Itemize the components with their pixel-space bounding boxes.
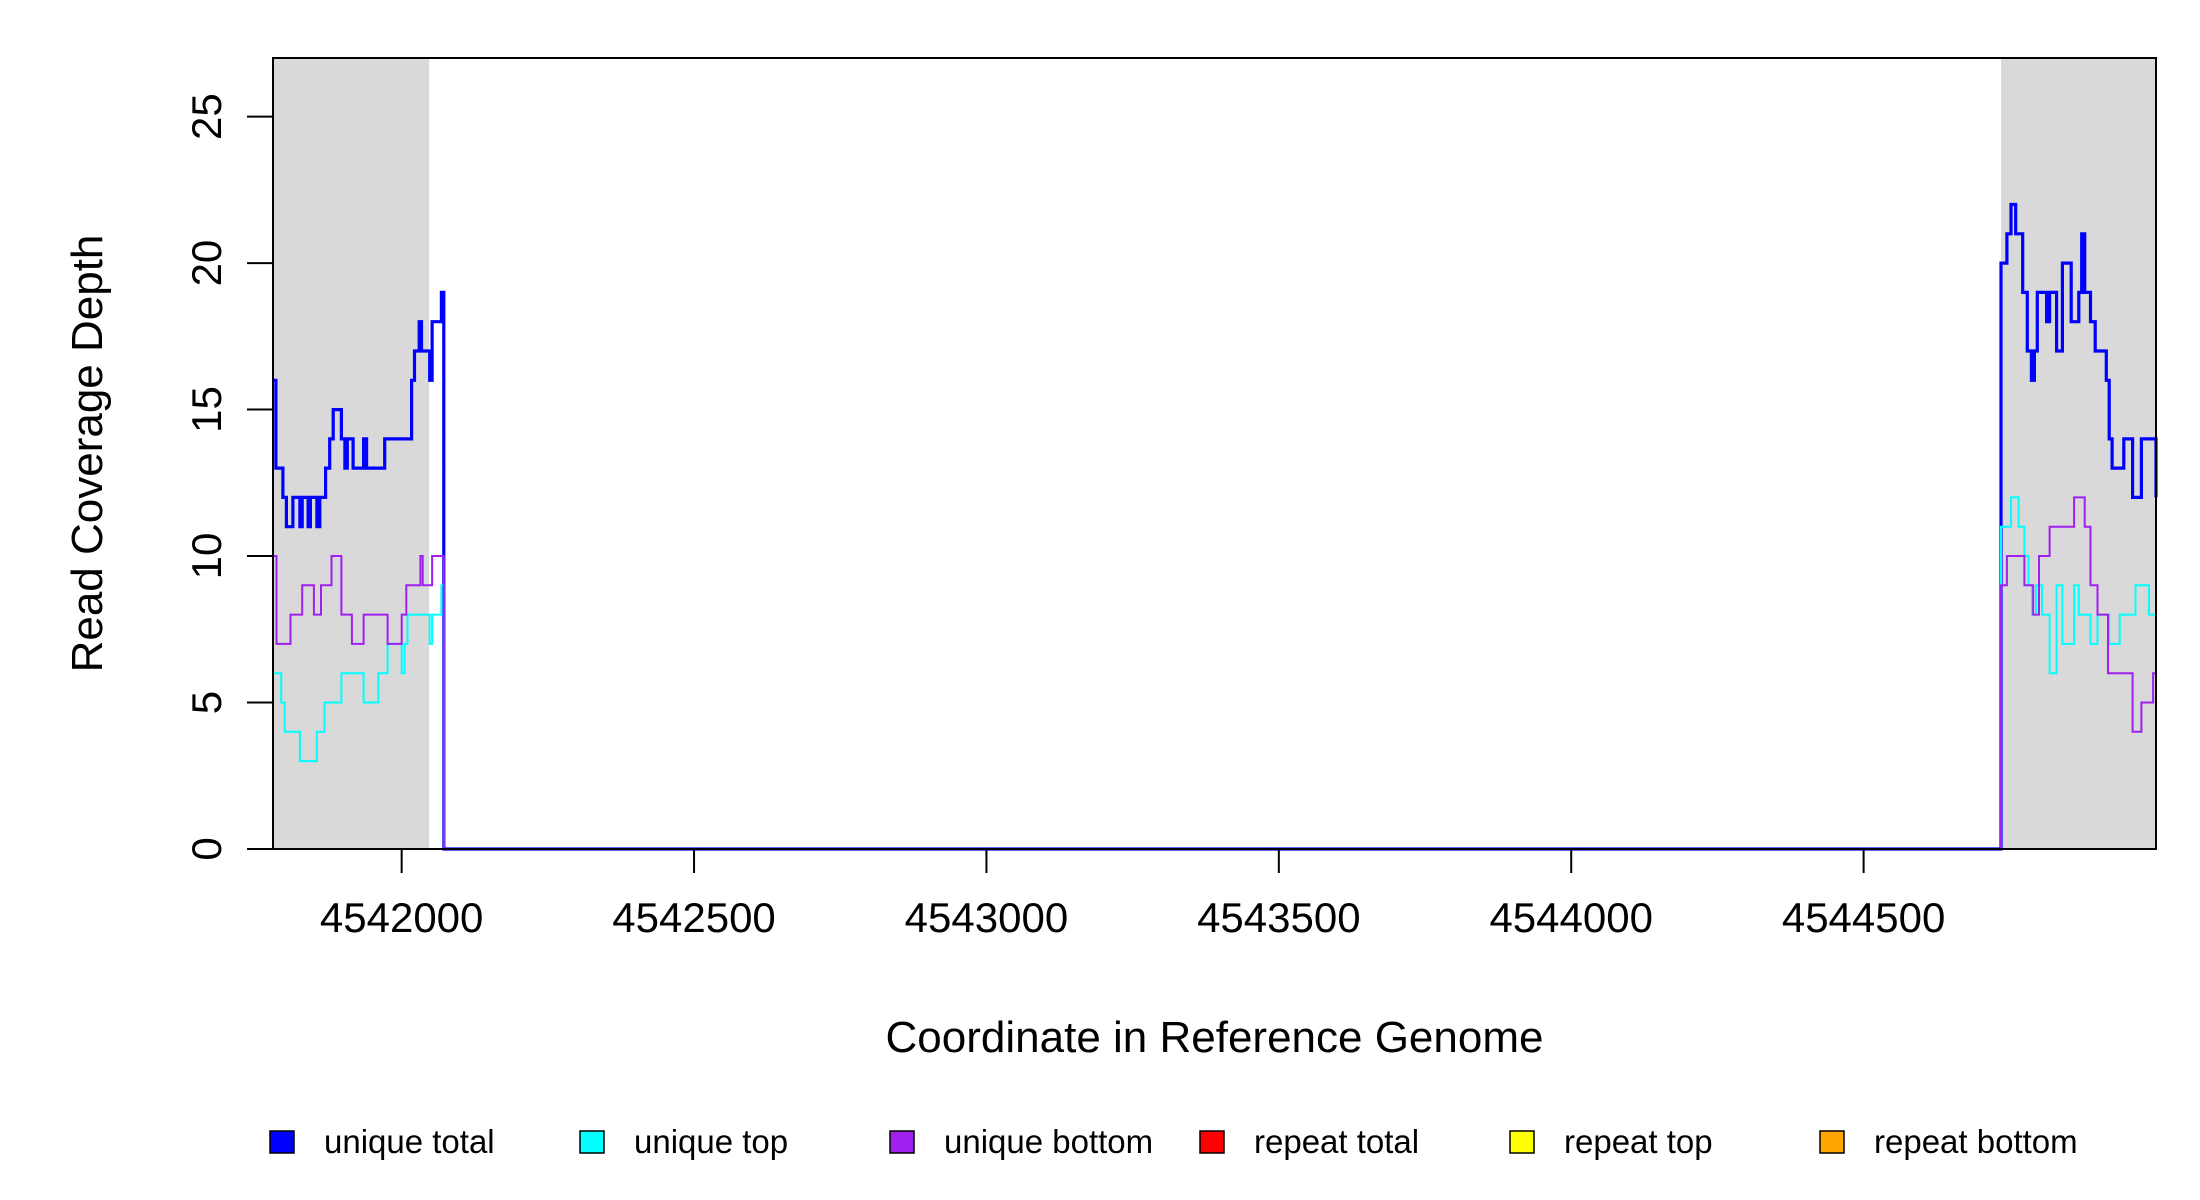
x-tick-label: 4544500	[1782, 894, 1946, 941]
y-tick-label: 20	[183, 240, 230, 287]
legend: unique total unique top unique bottom repea…	[269, 1123, 2078, 1160]
legend-swatch-unique-bottom	[889, 1130, 915, 1154]
x-tick-label: 4543000	[905, 894, 1069, 941]
y-tick-label: 15	[183, 386, 230, 433]
legend-label-repeat-bottom: repeat bottom	[1874, 1123, 2078, 1160]
legend-swatch-unique-top	[579, 1130, 605, 1154]
x-tick-label: 4542000	[320, 894, 484, 941]
series-line-unique-bottom	[273, 496, 2156, 850]
legend-label-repeat-top: repeat top	[1564, 1123, 1713, 1160]
plot-frame	[272, 57, 2157, 850]
legend-label-unique-bottom: unique bottom	[944, 1123, 1153, 1160]
shaded-region-2	[2001, 58, 2156, 849]
series-line-unique-top	[273, 496, 2157, 850]
shaded-regions	[273, 58, 2156, 849]
x-axis: 4542000 4542500 4543000 4543500 4544000 45445…	[320, 848, 1946, 941]
legend-swatch-repeat-top	[1509, 1130, 1535, 1154]
y-tick-label: 10	[183, 533, 230, 580]
legend-label-unique-top: unique top	[634, 1123, 788, 1160]
y-tick-label: 0	[183, 837, 230, 860]
y-axis-title: Read Coverage Depth	[63, 235, 112, 673]
x-axis-title: Coordinate in Reference Genome	[886, 1013, 1544, 1062]
x-tick-label: 4544000	[1489, 894, 1653, 941]
legend-swatch-unique-total	[269, 1130, 295, 1154]
legend-label-repeat-total: repeat total	[1254, 1123, 1419, 1160]
legend-swatch-repeat-total	[1199, 1130, 1225, 1154]
legend-swatch-repeat-bottom	[1819, 1130, 1845, 1154]
series-lines	[273, 202, 2158, 851]
y-axis: 0 5 10 15 20 25	[183, 93, 274, 861]
y-tick-label: 25	[183, 93, 230, 140]
series-line-unique-total	[273, 202, 2158, 851]
y-tick-label: 5	[183, 691, 230, 714]
shaded-region-1	[273, 58, 430, 849]
x-tick-label: 4542500	[612, 894, 776, 941]
x-tick-label: 4543500	[1197, 894, 1361, 941]
legend-label-unique-total: unique total	[324, 1123, 495, 1160]
